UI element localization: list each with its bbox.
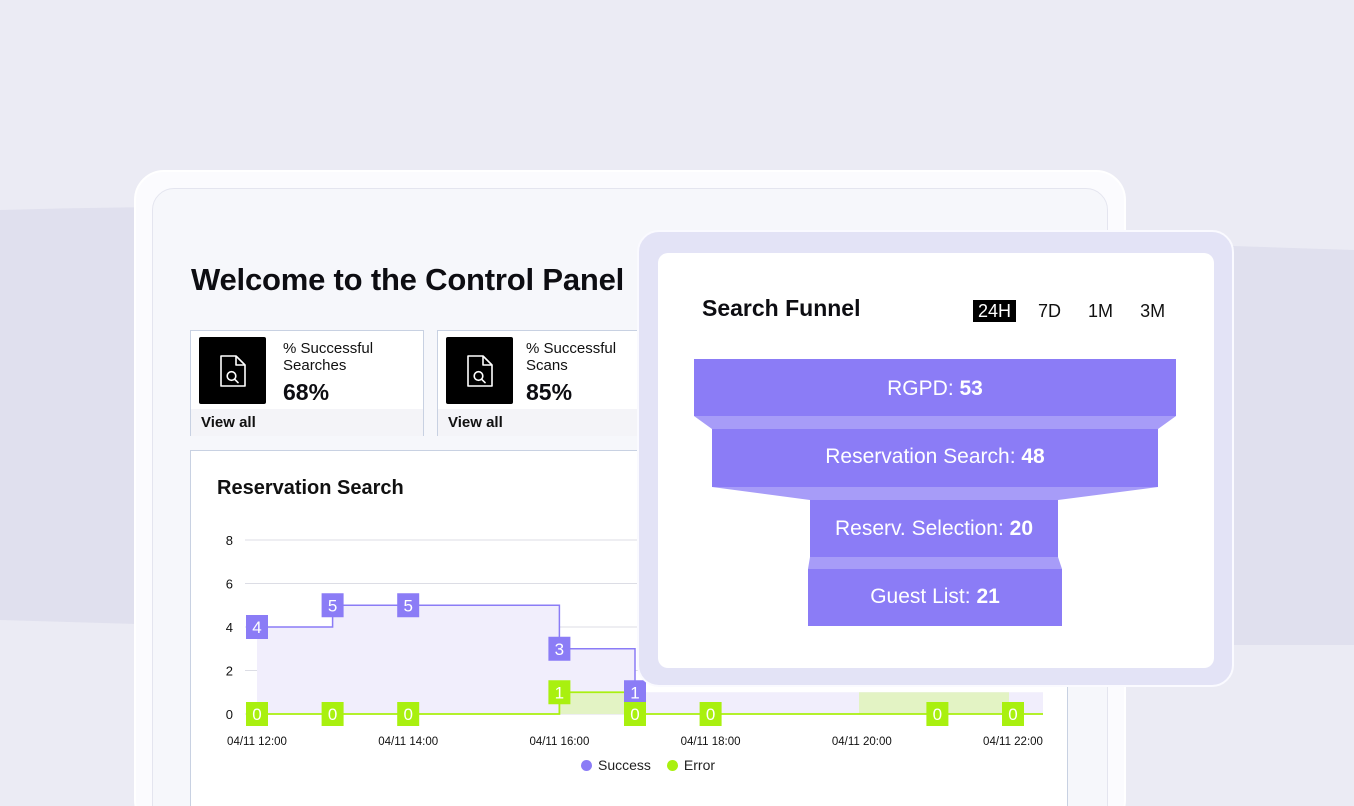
error-data-label: 0 [403, 705, 412, 724]
error-data-label-bg [397, 702, 420, 726]
error-data-label: 1 [555, 683, 564, 702]
range-tab-3m[interactable]: 3M [1140, 301, 1166, 321]
success-data-label-bg [397, 593, 420, 618]
legend-label: Success [598, 757, 651, 773]
range-tab-7d[interactable]: 7D [1038, 301, 1062, 321]
search-document-icon [199, 337, 266, 404]
success-data-label: 5 [328, 596, 337, 615]
x-tick-label: 04/11 14:00 [378, 736, 438, 748]
error-data-label: 0 [706, 705, 715, 724]
funnel-stage-label: RGPD: 53 [887, 377, 983, 400]
error-data-label-bg [246, 702, 268, 726]
page-title: Welcome to the Control Panel [191, 262, 625, 297]
error-data-label-bg [321, 702, 344, 726]
error-data-label: 0 [252, 705, 261, 724]
range-tabs: 24H 7D 1M 3M [973, 300, 1187, 322]
error-data-label: 0 [630, 705, 639, 724]
search-document-icon [446, 337, 513, 404]
chart-legend: Success Error [581, 757, 715, 773]
x-tick-label: 04/11 16:00 [529, 736, 589, 748]
error-data-label: 0 [328, 705, 337, 724]
x-tick-label: 04/11 18:00 [681, 736, 741, 748]
funnel-title: Search Funnel [702, 295, 861, 321]
funnel-stage-label: Guest List: 21 [870, 585, 1000, 608]
kpi-card-searches: % Successful Searches 68% View all [190, 330, 424, 436]
error-data-label-bg [624, 702, 646, 726]
x-tick-label: 04/11 22:00 [983, 736, 1043, 748]
view-all-link[interactable]: View all [191, 409, 423, 436]
error-data-label-bg [699, 702, 722, 726]
error-data-label-bg [548, 680, 571, 705]
y-tick-label: 4 [226, 620, 233, 635]
success-data-label-bg [548, 636, 571, 661]
kpi-value: 68% [283, 379, 330, 405]
error-data-label-bg [926, 702, 949, 726]
legend-dot-success [581, 759, 592, 771]
success-area [257, 605, 635, 714]
success-data-label: 1 [630, 683, 639, 702]
kpi-label: % Successful Scans [526, 340, 617, 374]
error-data-label: 0 [1008, 705, 1017, 724]
x-tick-label: 04/11 12:00 [227, 736, 287, 748]
legend-item-success[interactable]: Success [581, 757, 651, 773]
funnel-stage-label: Reservation Search: 48 [825, 445, 1045, 468]
y-tick-label: 0 [226, 707, 233, 722]
error-area [559, 692, 635, 714]
kpi-value: 85% [526, 379, 573, 405]
legend-dot-error [666, 759, 678, 771]
funnel-stage-label: Reserv. Selection: 20 [834, 517, 1034, 540]
y-tick-label: 8 [226, 533, 233, 548]
y-tick-label: 2 [226, 664, 233, 679]
legend-item-error[interactable]: Error [666, 757, 716, 773]
success-data-label-bg [246, 615, 268, 639]
success-data-label: 5 [403, 596, 412, 615]
legend-label: Error [683, 757, 716, 773]
error-data-label-bg [1002, 702, 1024, 726]
success-data-label-bg [321, 593, 344, 618]
success-data-label-bg [624, 680, 646, 705]
chart-title: Reservation Search [217, 477, 404, 499]
success-data-label: 3 [555, 640, 564, 659]
kpi-label: % Successful Searches [283, 340, 374, 374]
kpi-card-scans: % Successful Scans 85% View all [437, 330, 657, 436]
x-tick-label: 04/11 20:00 [832, 736, 892, 748]
view-all-link[interactable]: View all [438, 409, 656, 436]
y-tick-label: 6 [226, 577, 233, 592]
range-tab-24h[interactable]: 24H [973, 300, 1017, 322]
range-tab-1m[interactable]: 1M [1088, 301, 1114, 321]
success-line [257, 604, 636, 693]
success-data-label: 4 [252, 618, 261, 637]
error-data-label: 0 [933, 705, 942, 724]
